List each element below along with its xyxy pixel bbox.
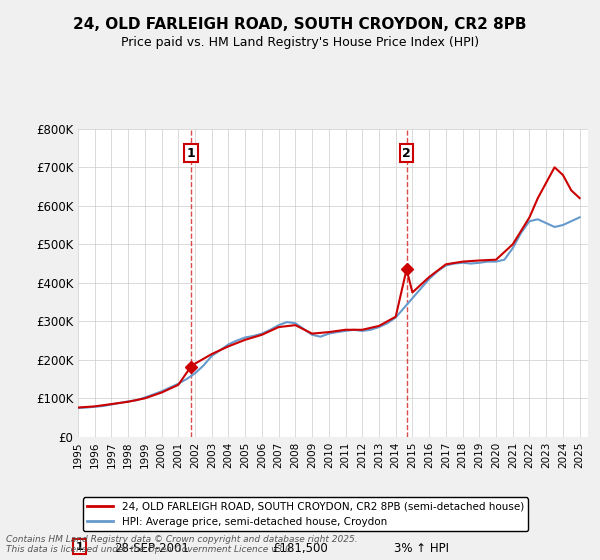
Text: 2: 2 xyxy=(402,147,411,160)
Text: 3% ↑ HPI: 3% ↑ HPI xyxy=(394,542,449,554)
Text: 28-SEP-2001: 28-SEP-2001 xyxy=(114,542,188,554)
Text: 24, OLD FARLEIGH ROAD, SOUTH CROYDON, CR2 8PB: 24, OLD FARLEIGH ROAD, SOUTH CROYDON, CR… xyxy=(73,17,527,32)
Text: £181,500: £181,500 xyxy=(272,542,328,554)
Text: 1: 1 xyxy=(76,542,83,552)
Text: Contains HM Land Registry data © Crown copyright and database right 2025.
This d: Contains HM Land Registry data © Crown c… xyxy=(6,535,358,554)
Legend: 24, OLD FARLEIGH ROAD, SOUTH CROYDON, CR2 8PB (semi-detached house), HPI: Averag: 24, OLD FARLEIGH ROAD, SOUTH CROYDON, CR… xyxy=(83,497,528,531)
Text: Price paid vs. HM Land Registry's House Price Index (HPI): Price paid vs. HM Land Registry's House … xyxy=(121,36,479,49)
Text: 1: 1 xyxy=(187,147,195,160)
